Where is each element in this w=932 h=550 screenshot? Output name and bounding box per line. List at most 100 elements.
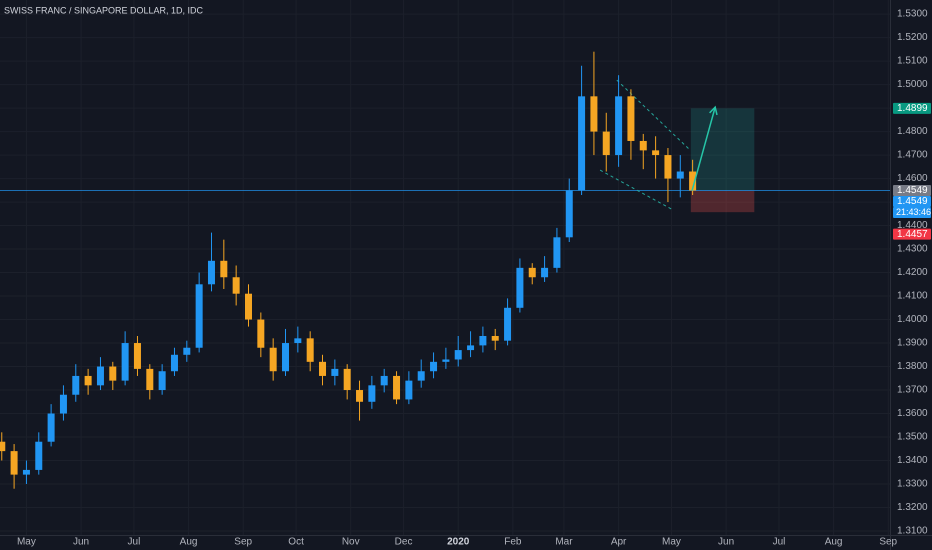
candle-body [615, 96, 623, 156]
candle-body [170, 354, 178, 372]
candle-body [220, 260, 228, 278]
candle-body [491, 335, 499, 341]
candle-body [257, 319, 265, 348]
y-tick-label: 1.5200 [897, 32, 928, 43]
candle-body [565, 190, 573, 238]
x-tick-label: May [662, 537, 681, 548]
x-tick-label: Oct [288, 537, 304, 548]
x-tick-label: Jul [128, 537, 141, 548]
candle-body [430, 361, 438, 372]
candle-body [0, 441, 6, 452]
price-tag-label: 1.4549 [897, 185, 928, 196]
arrow-line [691, 106, 716, 191]
grid [0, 0, 890, 535]
x-tick-label: Sep [234, 537, 252, 548]
y-tick-label: 1.4700 [897, 150, 928, 161]
y-tick-label: 1.4600 [897, 173, 928, 184]
price-tag [893, 102, 931, 114]
y-tick-label: 1.3100 [897, 526, 928, 537]
candle-body [207, 260, 215, 285]
x-tick-label: Aug [825, 537, 843, 548]
stop-zone [690, 190, 755, 213]
candle-body [10, 451, 18, 475]
price-tag [893, 228, 931, 240]
y-tick-label: 1.4300 [897, 244, 928, 255]
wedge-line [616, 79, 691, 151]
candle-body [516, 267, 524, 308]
candle-body [343, 368, 351, 391]
candle-body [84, 375, 92, 386]
price-tag-label: 1.4899 [897, 103, 928, 114]
candle-body [121, 343, 129, 381]
price-tag-label: 1.4457 [897, 229, 928, 240]
chart-title: SWISS FRANC / SINGAPORE DOLLAR, 1D, IDC [4, 5, 204, 15]
x-tick-label: Jun [73, 537, 89, 548]
y-tick-label: 1.4800 [897, 126, 928, 137]
candle-body [35, 441, 43, 470]
x-tick-label: Apr [611, 537, 627, 548]
candle-body [602, 131, 610, 156]
candle-body [195, 284, 203, 348]
candle-body [639, 140, 647, 151]
candle-body [467, 345, 475, 351]
x-tick-label: 2020 [447, 537, 470, 548]
x-tick-label: Dec [395, 537, 413, 548]
candle-body [133, 343, 141, 369]
candle-body [652, 150, 660, 156]
y-tick-label: 1.3700 [897, 385, 928, 396]
countdown-tag [893, 207, 931, 219]
axes: 1.3100 1.3200 1.3300 1.3400 1.3500 1.3600 1.37… [17, 9, 931, 548]
y-tick-label: 1.3900 [897, 338, 928, 349]
candle-body [269, 347, 277, 372]
price-tag [893, 185, 931, 197]
candle-body [393, 375, 401, 400]
candle-body [96, 366, 104, 386]
x-tick-label: Jun [718, 537, 734, 548]
candle-body [331, 368, 339, 376]
candle-body [109, 366, 117, 381]
candle-body [146, 368, 154, 391]
candle-body [689, 171, 697, 191]
target-zone [690, 108, 755, 191]
y-tick-label: 1.3800 [897, 361, 928, 372]
y-tick-label: 1.3200 [897, 502, 928, 513]
y-tick-label: 1.3500 [897, 432, 928, 443]
candle-body [504, 307, 512, 341]
x-tick-label: May [17, 537, 36, 548]
annotations [0, 79, 890, 213]
candle-body [158, 371, 166, 391]
y-tick-label: 1.4200 [897, 267, 928, 278]
candle-body [306, 338, 314, 362]
candle-body [319, 361, 327, 376]
candle-body [356, 390, 364, 402]
candle-body [664, 155, 672, 179]
candle-body [676, 171, 684, 179]
candle-body [59, 394, 67, 414]
candle-body [590, 96, 598, 132]
price-tag [893, 196, 931, 208]
y-tick-label: 1.3600 [897, 408, 928, 419]
candle-body [380, 375, 388, 386]
candle-body [294, 338, 302, 344]
candle-body [627, 96, 635, 141]
candle-body [528, 267, 536, 278]
candle-body [553, 237, 561, 268]
candle-body [183, 347, 191, 355]
candle-body [578, 96, 586, 191]
candle-body [479, 335, 487, 346]
x-tick-label: Aug [180, 537, 198, 548]
candle-body [244, 293, 252, 320]
candle-body [454, 350, 462, 360]
countdown-label: 21:43:46 [896, 207, 931, 217]
y-tick-label: 1.3400 [897, 455, 928, 466]
arrow-head [709, 105, 718, 116]
candle-body [442, 359, 450, 362]
price-tag-label: 1.4549 [897, 196, 928, 207]
y-tick-label: 1.5300 [897, 9, 928, 20]
candle-body [72, 375, 80, 395]
x-tick-label: Mar [555, 537, 573, 548]
x-tick-label: Sep [879, 537, 897, 548]
y-tick-label: 1.4100 [897, 291, 928, 302]
